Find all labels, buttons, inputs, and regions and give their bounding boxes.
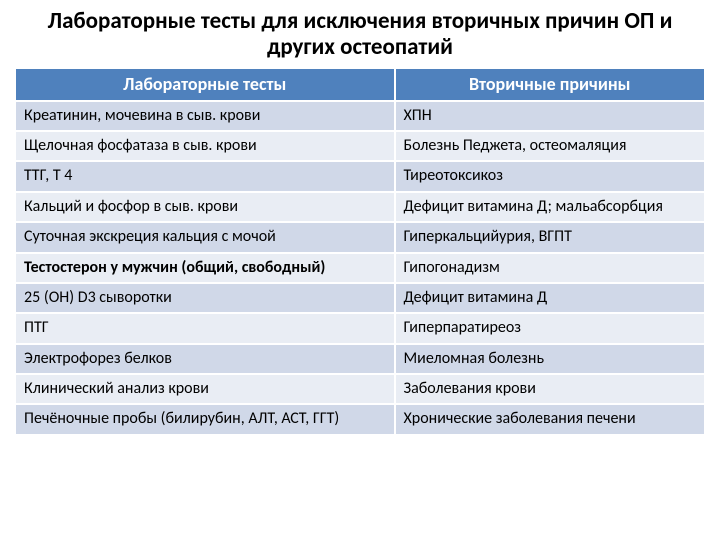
- cell-test: ПТГ: [15, 313, 395, 343]
- table-header-tests: Лабораторные тесты: [15, 68, 395, 101]
- table-body: Креатинин, мочевина в сыв. кровиХПНЩелоч…: [15, 101, 705, 435]
- cell-cause: ХПН: [395, 101, 706, 131]
- cell-cause: Тиреотоксикоз: [395, 161, 706, 191]
- cell-cause: Гиперкальцийурия, ВГПТ: [395, 222, 706, 252]
- cell-cause: Дефицит витамина Д; мальабсорбция: [395, 192, 706, 222]
- cell-test: ТТГ, Т 4: [15, 161, 395, 191]
- table-row: ТТГ, Т 4Тиреотоксикоз: [15, 161, 705, 191]
- slide: Лабораторные тесты для исключения вторич…: [0, 0, 720, 540]
- cell-cause: Миеломная болезнь: [395, 344, 706, 374]
- cell-cause: Дефицит витамина Д: [395, 283, 706, 313]
- lab-tests-table: Лабораторные тесты Вторичные причины Кре…: [14, 67, 706, 436]
- table-row: Суточная экскреция кальция с мочойГиперк…: [15, 222, 705, 252]
- table-row: Щелочная фосфатаза в сыв. кровиБолезнь П…: [15, 131, 705, 161]
- table-row: Кальций и фосфор в сыв. кровиДефицит вит…: [15, 192, 705, 222]
- cell-test: Суточная экскреция кальция с мочой: [15, 222, 395, 252]
- table-header-causes: Вторичные причины: [395, 68, 706, 101]
- table-row: 25 (ОН) D3 сывороткиДефицит витамина Д: [15, 283, 705, 313]
- cell-cause: Болезнь Педжета, остеомаляция: [395, 131, 706, 161]
- table-row: Тестостерон у мужчин (общий, свободный)Г…: [15, 253, 705, 283]
- cell-cause: Гиперпаратиреоз: [395, 313, 706, 343]
- cell-cause: Хронические заболевания печени: [395, 404, 706, 434]
- cell-test: Креатинин, мочевина в сыв. крови: [15, 101, 395, 131]
- cell-cause: Заболевания крови: [395, 374, 706, 404]
- table-row: Печёночные пробы (билирубин, АЛТ, АСТ, Г…: [15, 404, 705, 434]
- table-row: Электрофорез белковМиеломная болезнь: [15, 344, 705, 374]
- table-row: Клинический анализ кровиЗаболевания кров…: [15, 374, 705, 404]
- table-row: ПТГГиперпаратиреоз: [15, 313, 705, 343]
- cell-test: Кальций и фосфор в сыв. крови: [15, 192, 395, 222]
- cell-test: Тестостерон у мужчин (общий, свободный): [15, 253, 395, 283]
- cell-test: Щелочная фосфатаза в сыв. крови: [15, 131, 395, 161]
- cell-test: Клинический анализ крови: [15, 374, 395, 404]
- table-header-row: Лабораторные тесты Вторичные причины: [15, 68, 705, 101]
- slide-title: Лабораторные тесты для исключения вторич…: [14, 8, 706, 61]
- cell-test: 25 (ОН) D3 сыворотки: [15, 283, 395, 313]
- cell-test: Печёночные пробы (билирубин, АЛТ, АСТ, Г…: [15, 404, 395, 434]
- table-row: Креатинин, мочевина в сыв. кровиХПН: [15, 101, 705, 131]
- cell-cause: Гипогонадизм: [395, 253, 706, 283]
- cell-test: Электрофорез белков: [15, 344, 395, 374]
